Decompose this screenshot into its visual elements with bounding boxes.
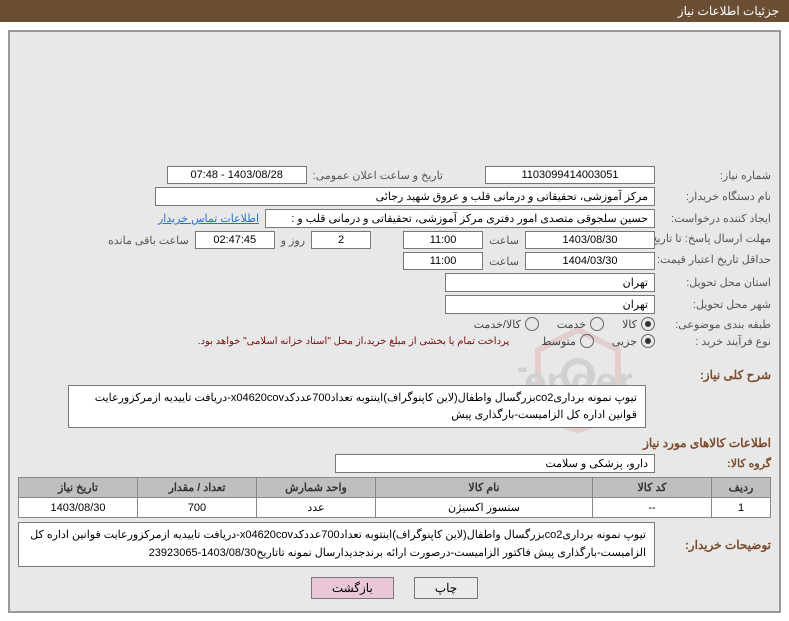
row-requester: ایجاد کننده درخواست: حسین سلجوقی متصدی ا… (18, 209, 771, 228)
radio-minor[interactable]: جزیی (612, 334, 655, 348)
items-table: ردیف کد کالا نام کالا واحد شمارش تعداد /… (18, 477, 771, 518)
row-buyer-notes: توضیحات خریدار: تیوپ نمونه برداریco2بزرگ… (18, 522, 771, 567)
row-price-valid: حداقل تاریخ اعتبار قیمت: تا تاریخ: 1404/… (18, 252, 771, 270)
overview-text: تیوپ نمونه برداریco2بزرگسال واطفال(لاین … (68, 385, 646, 428)
row-city: شهر محل تحویل: تهران (18, 295, 771, 314)
requester-label: ایجاد کننده درخواست: (661, 212, 771, 225)
buyer-notes-text: تیوپ نمونه برداریco2بزرگسال واطفال(لاین … (18, 522, 655, 567)
buyer-org-value: مرکز آموزشی، تحقیقاتی و درمانی قلب و عرو… (155, 187, 655, 206)
row-reply-deadline: مهلت ارسال پاسخ: تا تاریخ: 1403/08/30 سا… (18, 231, 771, 249)
cell-name: سنسور اکسیژن (376, 498, 593, 518)
radio-dot-icon (641, 334, 655, 348)
row-purchase-type: نوع فرآیند خرید : جزیی متوسط پرداخت تمام… (18, 334, 771, 348)
col-name: نام کالا (376, 478, 593, 498)
province-value: تهران (445, 273, 655, 292)
reply-deadline-label: مهلت ارسال پاسخ: تا تاریخ: (661, 233, 771, 246)
page-header: جزئیات اطلاعات نیاز (0, 0, 789, 22)
col-row: ردیف (712, 478, 771, 498)
buyer-contact-link[interactable]: اطلاعات تماس خریدار (158, 212, 259, 225)
radio-service[interactable]: خدمت (557, 317, 604, 331)
row-item-group: گروه کالا: دارو، پزشکی و سلامت (18, 454, 771, 473)
radio-dot-icon (525, 317, 539, 331)
col-need-date: تاریخ نیاز (19, 478, 138, 498)
purchase-type-label: نوع فرآیند خرید : (661, 335, 771, 348)
cell-row: 1 (712, 498, 771, 518)
need-no-label: شماره نیاز: (661, 169, 771, 182)
announce-value: 1403/08/28 - 07:48 (167, 166, 307, 184)
radio-medium-label: متوسط (541, 335, 576, 348)
hour-label-1: ساعت (489, 234, 519, 247)
main-frame: AriaTender .net شماره نیاز: 110309941400… (8, 30, 781, 613)
items-section-title: اطلاعات کالاهای مورد نیاز (18, 436, 771, 450)
row-subject-class: طبقه بندی موضوعی: کالا خدمت کالا/خدمت (18, 317, 771, 331)
row-overview: شرح کلی نیاز: (18, 368, 771, 382)
cell-qty: 700 (138, 498, 257, 518)
price-valid-label: حداقل تاریخ اعتبار قیمت: تا تاریخ: (661, 254, 771, 267)
days-left-value: 2 (311, 231, 371, 249)
radio-goods-label: کالا (622, 318, 637, 331)
reply-date-value: 1403/08/30 (525, 231, 655, 249)
table-row: 1 -- سنسور اکسیژن عدد 700 1403/08/30 (19, 498, 771, 518)
province-label: استان محل تحویل: (661, 276, 771, 289)
radio-goods-service-label: کالا/خدمت (474, 318, 521, 331)
reply-hour-value: 11:00 (403, 231, 483, 249)
col-unit: واحد شمارش (257, 478, 376, 498)
col-code: کد کالا (593, 478, 712, 498)
cell-need-date: 1403/08/30 (19, 498, 138, 518)
items-header-row: ردیف کد کالا نام کالا واحد شمارش تعداد /… (19, 478, 771, 498)
need-no-value: 1103099414003051 (485, 166, 655, 184)
price-valid-date: 1404/03/30 (525, 252, 655, 270)
radio-service-label: خدمت (557, 318, 586, 331)
radio-minor-label: جزیی (612, 335, 637, 348)
purchase-type-radios: جزیی متوسط (541, 334, 655, 348)
print-button[interactable]: چاپ (414, 577, 478, 599)
page-title: جزئیات اطلاعات نیاز (678, 4, 779, 18)
city-value: تهران (445, 295, 655, 314)
radio-goods-service[interactable]: کالا/خدمت (474, 317, 539, 331)
radio-dot-icon (641, 317, 655, 331)
time-left-suffix: ساعت باقی مانده (108, 234, 189, 247)
row-buyer-org: نام دستگاه خریدار: مرکز آموزشی، تحقیقاتی… (18, 187, 771, 206)
buyer-notes-label: توضیحات خریدار: (661, 538, 771, 552)
radio-dot-icon (580, 334, 594, 348)
row-province: استان محل تحویل: تهران (18, 273, 771, 292)
buyer-org-label: نام دستگاه خریدار: (661, 190, 771, 203)
radio-goods[interactable]: کالا (622, 317, 655, 331)
requester-value: حسین سلجوقی متصدی امور دفتری مرکز آموزشی… (265, 209, 655, 228)
button-row: چاپ بازگشت (18, 577, 771, 599)
radio-medium[interactable]: متوسط (541, 334, 594, 348)
price-valid-hour: 11:00 (403, 252, 483, 270)
subject-class-radios: کالا خدمت کالا/خدمت (474, 317, 655, 331)
purchase-note: پرداخت تمام یا بخشی از مبلغ خرید،از محل … (198, 336, 510, 347)
row-need-no: شماره نیاز: 1103099414003051 تاریخ و ساع… (18, 166, 771, 184)
announce-label: تاریخ و ساعت اعلان عمومی: (313, 169, 443, 182)
cell-code: -- (593, 498, 712, 518)
radio-dot-icon (590, 317, 604, 331)
back-button[interactable]: بازگشت (311, 577, 394, 599)
col-qty: تعداد / مقدار (138, 478, 257, 498)
subject-class-label: طبقه بندی موضوعی: (661, 318, 771, 331)
time-left-value: 02:47:45 (195, 231, 275, 249)
hour-label-2: ساعت (489, 255, 519, 268)
group-label: گروه کالا: (661, 457, 771, 470)
days-word: روز و (281, 234, 305, 247)
overview-label: شرح کلی نیاز: (661, 368, 771, 382)
group-value: دارو، پزشکی و سلامت (335, 454, 655, 473)
city-label: شهر محل تحویل: (661, 298, 771, 311)
cell-unit: عدد (257, 498, 376, 518)
